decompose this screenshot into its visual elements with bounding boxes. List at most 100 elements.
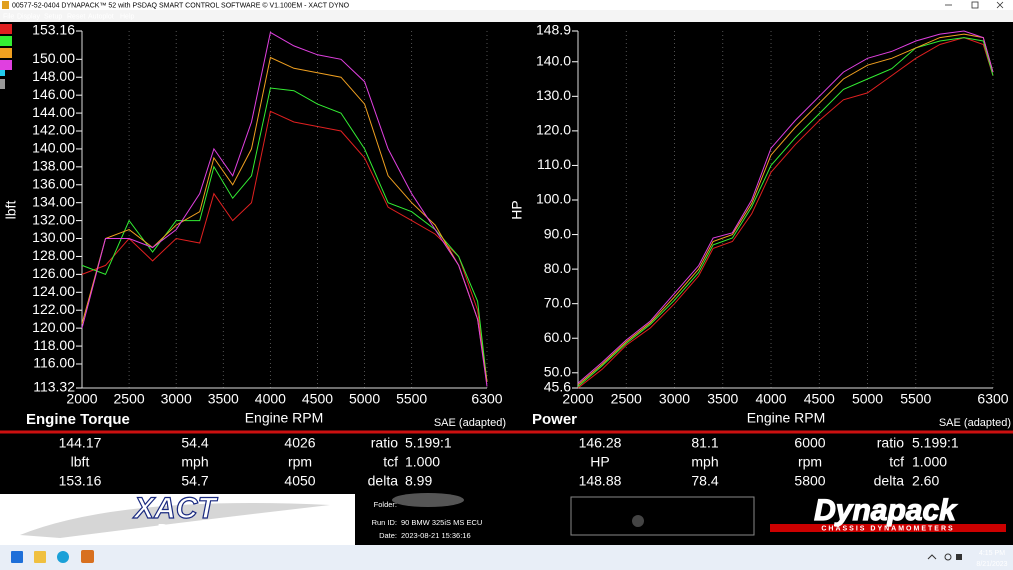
x-tick-label: 3500	[707, 391, 738, 407]
x-axis-label: Engine RPM	[245, 410, 324, 426]
y-tick-label: 130.0	[536, 87, 571, 103]
reading-unit: mph	[181, 454, 208, 470]
y-tick-label: 118.00	[33, 337, 75, 353]
reading-bottom: 148.88	[579, 473, 622, 489]
tcf-label: tcf	[383, 454, 398, 470]
preview-dot	[632, 515, 644, 527]
reading-unit: rpm	[798, 454, 822, 470]
reading-bottom: 153.16	[59, 473, 102, 489]
x-tick-label: 2500	[611, 391, 642, 407]
reading-top: 54.4	[181, 435, 208, 451]
folder-redacted	[392, 493, 464, 507]
dyno-logo: DYNO	[156, 521, 224, 541]
x-tick-label: 3000	[659, 391, 690, 407]
wifi-icon[interactable]	[944, 553, 952, 561]
y-axis-label: lbft	[3, 201, 19, 220]
menu-item[interactable]: Display	[17, 13, 40, 20]
reading-top: 6000	[794, 435, 825, 451]
chart-note: SAE (adapted)	[939, 417, 1011, 429]
edge-icon[interactable]	[57, 551, 69, 563]
tcf-value: 1.000	[912, 454, 947, 470]
x-tick-label: 3000	[161, 391, 192, 407]
run-info: Folder:	[374, 500, 397, 509]
chart-note: SAE (adapted)	[434, 417, 506, 429]
tray-overflow[interactable]	[927, 554, 937, 560]
reading-bottom: 78.4	[691, 473, 718, 489]
run-info: 90 BMW 325iS MS ECU	[401, 518, 482, 527]
menu-item[interactable]: Autoplot	[88, 13, 114, 20]
x-tick-label: 2500	[114, 391, 145, 407]
title-bar	[0, 0, 1013, 10]
x-tick-label: 4500	[804, 391, 835, 407]
explorer-icon[interactable]	[34, 551, 46, 563]
menu-item[interactable]: Help	[120, 13, 135, 20]
menu-item[interactable]: Setup	[44, 13, 62, 20]
menu-bar	[0, 10, 1013, 22]
x-tick-label: 5500	[396, 391, 427, 407]
menu-item[interactable]: Reset	[67, 13, 85, 20]
series-line	[81, 87, 488, 382]
tcf-label: tcf	[889, 454, 904, 470]
xact-logo: XACT	[132, 492, 218, 525]
chart-title: Power	[532, 411, 577, 428]
x-tick-label: 2000	[562, 391, 593, 407]
app-icon	[2, 1, 9, 9]
legend-swatch	[0, 60, 12, 70]
ratio-value: 5.199:1	[912, 435, 959, 451]
delta-value: 2.60	[912, 473, 939, 489]
y-tick-label: 80.0	[544, 260, 571, 276]
x-tick-label: 4000	[755, 391, 786, 407]
maximize-button[interactable]	[971, 1, 979, 9]
x-tick-label: 6300	[977, 391, 1008, 407]
y-axis-label: HP	[509, 200, 525, 219]
y-tick-label: 126.00	[32, 265, 75, 281]
y-tick-label: 113.32	[33, 379, 75, 395]
reading-unit: rpm	[288, 454, 312, 470]
x-tick-label: 5000	[349, 391, 380, 407]
x-tick-label: 4000	[255, 391, 286, 407]
clock-date: 8/21/2023	[976, 561, 1007, 568]
y-tick-label: 153.16	[32, 22, 75, 38]
x-tick-label: 4500	[302, 391, 333, 407]
y-tick-label: 45.6	[544, 379, 571, 395]
y-tick-label: 100.0	[536, 191, 571, 207]
reading-bottom: 54.7	[181, 473, 208, 489]
y-tick-label: 70.0	[544, 294, 571, 310]
logo-swoosh	[20, 503, 330, 538]
series-line	[577, 37, 994, 389]
dynapack-band	[770, 524, 1006, 532]
volume-icon[interactable]	[956, 554, 962, 560]
y-tick-label: 128.00	[32, 247, 75, 263]
menu-item[interactable]: File	[3, 13, 14, 20]
preview-box	[570, 496, 755, 536]
y-tick-label: 142.00	[32, 122, 75, 138]
y-tick-label: 50.0	[544, 363, 571, 379]
series-line	[577, 37, 994, 387]
tcf-value: 1.000	[405, 454, 440, 470]
y-tick-label: 140.0	[536, 52, 571, 68]
series-line	[577, 30, 994, 384]
y-tick-label: 124.00	[32, 283, 75, 299]
y-tick-label: 120.0	[536, 122, 571, 138]
delta-label: delta	[874, 473, 905, 489]
taskbar	[0, 545, 1013, 570]
legend-swatch	[0, 24, 12, 34]
start-button[interactable]	[11, 551, 23, 563]
y-tick-label: 120.00	[32, 319, 75, 335]
x-axis-label: Engine RPM	[747, 410, 826, 426]
chart-title: Engine Torque	[26, 411, 130, 428]
y-tick-label: 116.00	[33, 355, 75, 371]
y-tick-label: 130.00	[32, 229, 75, 245]
legend-marker	[0, 79, 5, 89]
close-button[interactable]	[996, 1, 1004, 9]
x-tick-label: 5000	[852, 391, 883, 407]
run-info: Date:	[379, 531, 397, 540]
y-tick-label: 60.0	[544, 329, 571, 345]
dynapack-logo: Dynapack	[814, 494, 957, 527]
reading-unit: lbft	[71, 454, 90, 470]
dynapack-app-icon[interactable]	[81, 550, 94, 563]
delta-label: delta	[368, 473, 399, 489]
y-tick-label: 146.00	[32, 86, 75, 102]
y-tick-label: 150.00	[32, 50, 75, 66]
run-info: Run ID:	[372, 518, 397, 527]
